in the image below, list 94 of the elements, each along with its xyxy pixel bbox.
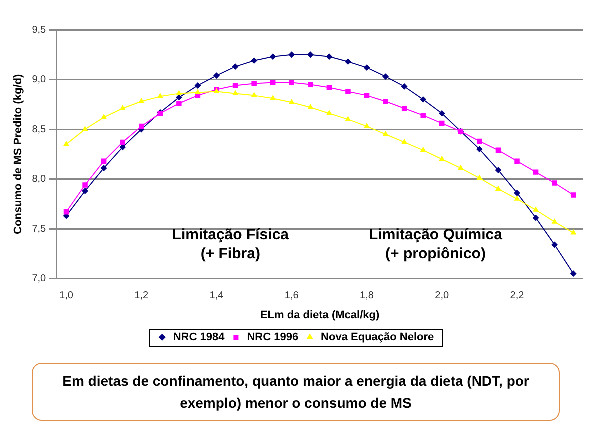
point <box>82 182 88 188</box>
point <box>176 90 182 96</box>
point <box>195 90 201 94</box>
point <box>308 104 314 110</box>
point <box>514 158 520 164</box>
point <box>477 138 482 144</box>
legend-label: NRC 1984 <box>173 332 226 344</box>
point <box>270 54 276 60</box>
point <box>308 52 314 58</box>
point <box>570 230 576 235</box>
point <box>308 82 314 88</box>
point <box>402 84 408 90</box>
point <box>101 158 107 164</box>
point <box>439 110 446 117</box>
point <box>158 94 164 98</box>
point <box>139 124 144 130</box>
point <box>289 100 295 104</box>
point <box>402 106 408 112</box>
point <box>138 98 144 104</box>
point <box>552 219 558 224</box>
point <box>64 141 70 146</box>
point <box>288 52 295 58</box>
text: Em dietas de confinamento, quanto maior a energia da dieta (NDT, por exemplo) menor o consumo de MS <box>32 363 560 421</box>
annotation: Limitação Química (+ propiônico) <box>369 226 504 262</box>
point <box>364 93 370 98</box>
point <box>232 90 238 96</box>
point <box>552 180 558 186</box>
annotation: Limitação Física (+ Fibra) <box>172 226 290 262</box>
point <box>289 80 294 86</box>
point <box>194 82 201 89</box>
point <box>439 156 445 162</box>
y-tick-label: 8,5 <box>32 124 47 136</box>
point <box>476 146 483 152</box>
point <box>477 175 482 180</box>
point <box>326 54 332 60</box>
point <box>345 58 352 65</box>
y-tick-label: 8,0 <box>32 174 47 186</box>
x-tick-label: 1,8 <box>360 290 374 302</box>
y-tick-label: 9,5 <box>32 24 47 36</box>
point <box>101 114 107 120</box>
legend-label: NRC 1996 <box>247 332 299 344</box>
point <box>82 126 88 132</box>
x-tick-label: 1,0 <box>60 290 74 302</box>
point <box>495 167 502 174</box>
point <box>326 85 332 90</box>
y-tick-label: 7,0 <box>32 274 47 285</box>
point <box>82 188 88 194</box>
point <box>232 64 239 70</box>
point <box>364 124 370 128</box>
point <box>270 96 276 100</box>
x-axis-title: ELm da dieta (Mcal/kg) <box>260 309 380 322</box>
point <box>382 74 389 80</box>
point <box>270 80 276 86</box>
point <box>101 165 108 172</box>
point <box>552 242 558 248</box>
point <box>533 215 540 222</box>
x-tick-label: 2,2 <box>510 290 525 302</box>
point <box>383 131 388 136</box>
point <box>514 196 520 201</box>
point <box>120 106 126 110</box>
point <box>402 139 408 144</box>
point <box>364 64 370 71</box>
point <box>533 207 539 212</box>
x-tick-label: 1,4 <box>210 290 224 302</box>
point <box>420 96 426 103</box>
point <box>570 192 576 198</box>
x-tick-label: 2,0 <box>435 290 450 302</box>
point <box>214 72 220 79</box>
y-tick-label: 9,0 <box>32 74 47 86</box>
point <box>420 147 426 152</box>
y-tick-label: 7,5 <box>32 224 47 235</box>
point <box>346 116 351 122</box>
y-axis-title: Consumo de MS Predito (kg/d) <box>12 74 25 234</box>
point <box>420 112 426 118</box>
point <box>440 120 445 126</box>
point <box>252 92 257 98</box>
point <box>496 148 502 154</box>
point <box>252 81 257 86</box>
point <box>514 190 520 196</box>
x-tick-label: 1,2 <box>134 290 150 302</box>
x-tick-label: 1,6 <box>284 290 300 302</box>
point <box>251 58 258 64</box>
point <box>346 89 351 94</box>
point <box>120 140 126 146</box>
point <box>232 83 238 88</box>
point <box>533 170 539 175</box>
point <box>64 210 70 215</box>
legend-label: Nova Equação Nelore <box>321 332 434 344</box>
point <box>326 110 332 116</box>
point <box>383 99 388 104</box>
point <box>176 101 182 106</box>
point <box>570 270 577 277</box>
point <box>496 186 502 191</box>
point <box>458 165 464 170</box>
